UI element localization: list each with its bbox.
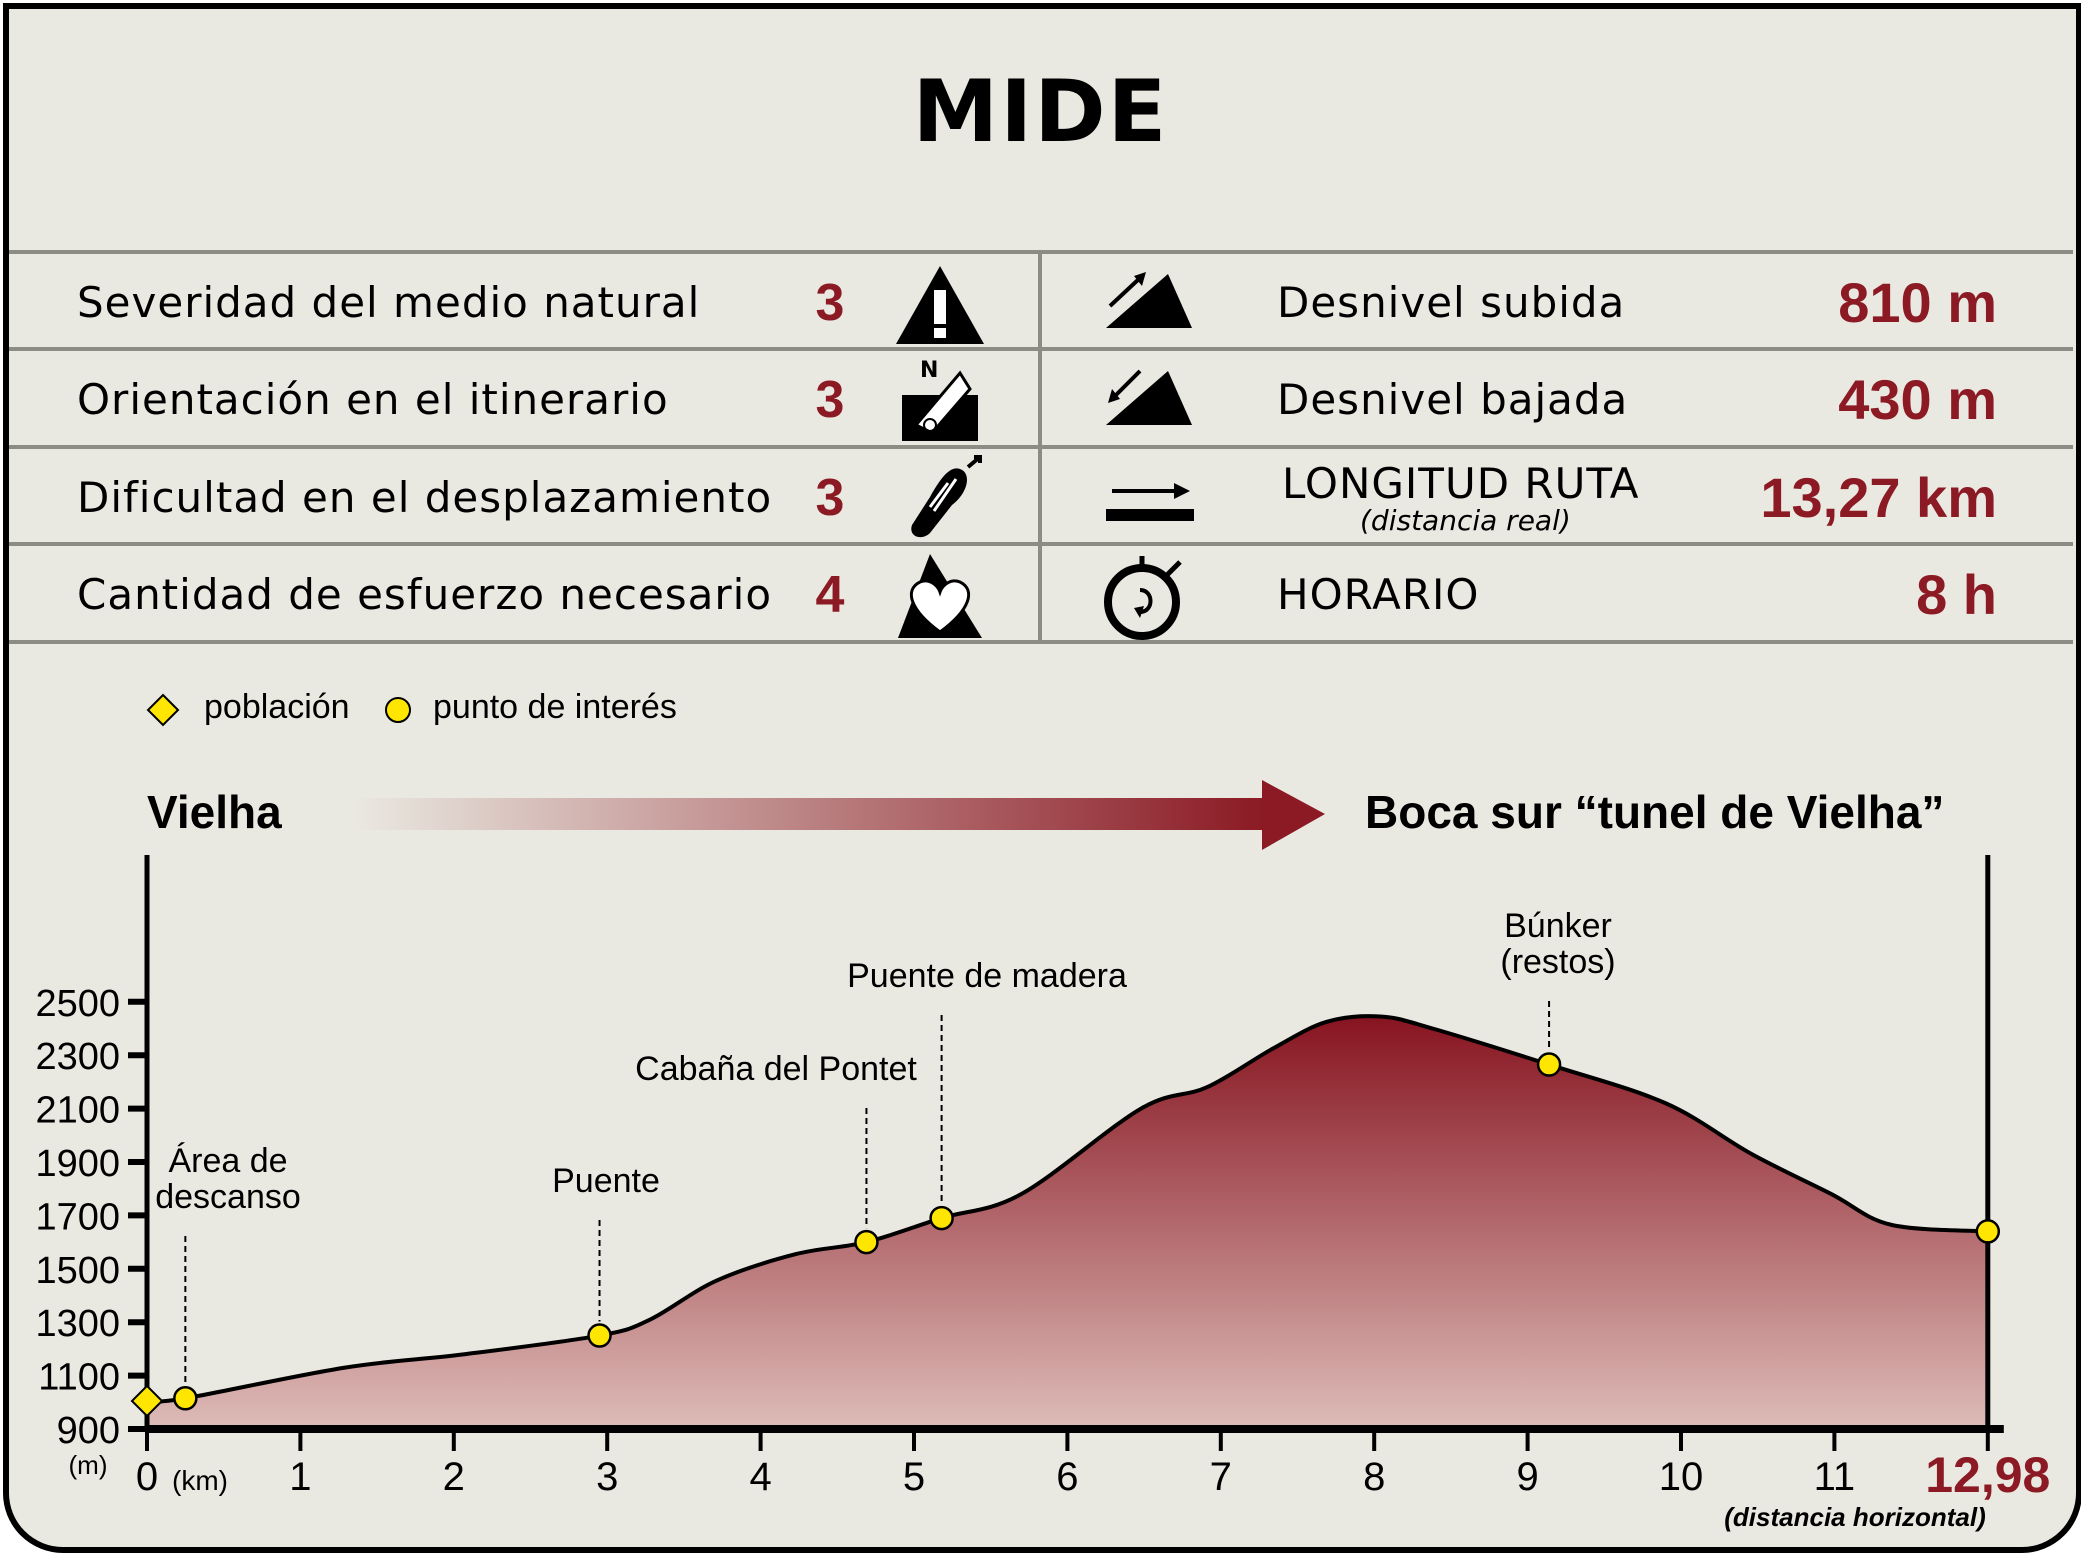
stat-row-length: LONGITUD RUTA (distancia real) 13,27 km [1042, 449, 2072, 546]
x-tick-label: 11 [1814, 1455, 1856, 1499]
poi-label: Puente de madera [847, 957, 1127, 995]
x-tick-label: 2 [443, 1455, 465, 1499]
mide-row-orientation: Orientación en el itinerario 3 N [0, 351, 1038, 448]
stat-label: HORARIO [1277, 570, 1480, 619]
boot-print-icon [911, 454, 982, 537]
mide-label: Severidad del medio natural [77, 278, 701, 327]
mide-label: Orientación en el itinerario [77, 375, 669, 424]
town-marker [130, 1384, 164, 1418]
poi-label: (restos) [1500, 943, 1615, 981]
x-end-label: 12,98 [1925, 1447, 2050, 1503]
page-title: MIDE [912, 62, 1169, 162]
divider [1038, 252, 1042, 644]
poi-marker [929, 1205, 954, 1231]
stat-row-descent: Desnivel bajada 430 m [1042, 351, 2072, 448]
mide-label: Cantidad de esfuerzo necesario [77, 570, 773, 619]
diamond-marker-icon [146, 693, 180, 727]
direction-arrow [352, 780, 1325, 850]
heart-mountain-icon [898, 553, 982, 638]
stat-label: Desnivel subida [1277, 278, 1626, 327]
x-end-note: (distancia horizontal) [1724, 1502, 1985, 1532]
elevation-area [147, 1016, 1988, 1429]
mide-value: 3 [815, 370, 845, 429]
y-tick-label: 1900 [35, 1143, 120, 1185]
poi-label: Cabaña del Pontet [635, 1050, 917, 1088]
y-axis-unit: (m) [69, 1450, 108, 1480]
y-tick-label: 2100 [35, 1090, 120, 1132]
y-tick-label: 1500 [35, 1250, 120, 1292]
direction-arrow-head [1262, 780, 1325, 850]
stat-row-time: HORARIO 8 h [1042, 546, 2072, 643]
poi-label: Búnker [1504, 907, 1612, 945]
stat-label: Desnivel bajada [1277, 375, 1629, 424]
x-axis-unit: (km) [172, 1465, 228, 1496]
mide-value: 4 [815, 565, 845, 624]
legend-town: población [204, 688, 350, 726]
compass-map-icon: N [902, 358, 978, 441]
stat-value: 810 m [1838, 271, 1997, 334]
mide-label: Dificultad en el desplazamiento [77, 473, 773, 522]
y-tick-label: 1300 [35, 1303, 120, 1345]
mide-row-effort: Cantidad de esfuerzo necesario 4 [0, 546, 1038, 643]
poi-marker [1536, 1052, 1562, 1077]
x-tick-label: 3 [596, 1455, 618, 1499]
mide-value: 3 [815, 468, 845, 527]
y-tick-label: 2500 [35, 983, 120, 1025]
x-tick-label: 0 [136, 1455, 158, 1499]
direction-arrow-shaft [352, 798, 1264, 830]
descent-icon [1106, 369, 1192, 425]
x-tick-label: 4 [749, 1455, 771, 1499]
poi-label: Área de [168, 1142, 287, 1180]
x-tick-label: 9 [1516, 1455, 1538, 1499]
ascent-icon [1106, 271, 1192, 328]
route-start: Vielha [147, 786, 282, 838]
distance-arrow-icon [1106, 482, 1194, 521]
route-end: Boca sur “tunel de Vielha” [1365, 786, 1945, 838]
poi-marker [1975, 1219, 2001, 1244]
stat-row-ascent: Desnivel subida 810 m [1042, 254, 2072, 351]
x-tick-label: 7 [1210, 1455, 1232, 1499]
x-tick-label: 6 [1056, 1455, 1078, 1499]
stat-value: 8 h [1916, 563, 1997, 626]
warning-triangle-icon [896, 265, 984, 344]
stat-sublabel: (distancia real) [1360, 504, 1571, 537]
poi-marker [854, 1229, 879, 1255]
x-tick-label: 5 [903, 1455, 925, 1499]
poi-label: descanso [155, 1178, 301, 1216]
legend-poi: punto de interés [433, 688, 677, 726]
y-tick-label: 900 [57, 1410, 120, 1452]
svg-text:N: N [920, 358, 938, 383]
poi-label: Puente [552, 1162, 660, 1200]
stopwatch-icon [1104, 555, 1182, 640]
mide-row-displacement: Dificultad en el desplazamiento 3 [0, 449, 1038, 546]
y-tick-label: 2300 [35, 1036, 120, 1078]
x-tick-label: 8 [1363, 1455, 1385, 1499]
x-tick-label: 10 [1659, 1455, 1704, 1499]
stat-value: 430 m [1838, 368, 1997, 431]
x-tick-label: 1 [289, 1455, 311, 1499]
y-tick-label: 1100 [38, 1357, 120, 1399]
mide-row-severity: Severidad del medio natural 3 [0, 254, 1038, 351]
elevation-line [146, 1014, 1988, 1404]
mide-value: 3 [815, 273, 845, 332]
poi-marker [587, 1323, 612, 1348]
stat-label: LONGITUD RUTA [1282, 459, 1640, 508]
circle-marker-icon [385, 697, 411, 723]
poi-marker [173, 1386, 198, 1411]
y-tick-label: 1700 [35, 1196, 120, 1238]
stat-value: 13,27 km [1760, 466, 1997, 529]
